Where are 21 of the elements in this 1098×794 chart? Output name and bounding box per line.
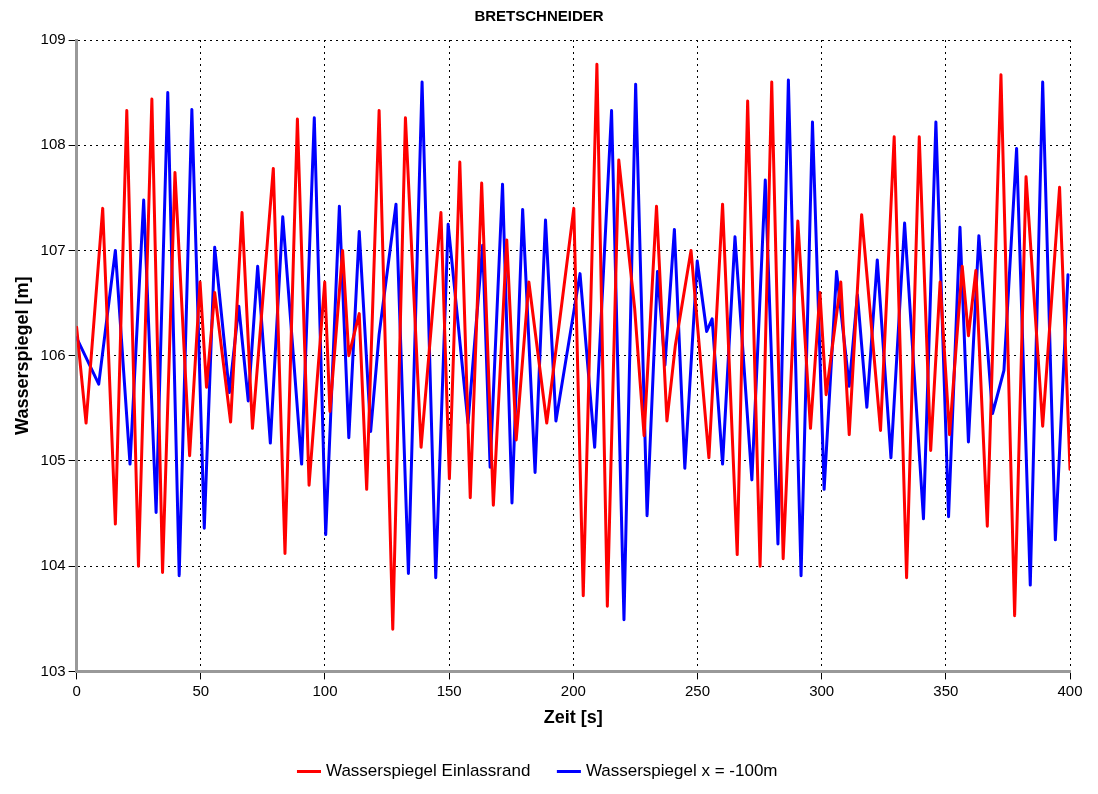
x-tick-label: 300: [809, 681, 835, 699]
y-tick-label: 104: [40, 556, 66, 574]
y-tick-label: 107: [40, 240, 66, 258]
x-axis-title: Zeit [s]: [543, 707, 603, 728]
x-tick-label: 200: [560, 681, 586, 699]
x-tick-label: 250: [684, 681, 710, 699]
legend-label: Wasserspiegel Einlassrand: [325, 761, 531, 781]
y-axis-title: Wasserspiegel [m]: [11, 276, 32, 435]
x-tick-label: 350: [933, 681, 959, 699]
x-tick-label: 100: [312, 681, 338, 699]
chart-title: BRETSCHNEIDER: [474, 7, 604, 25]
x-tick-label: 50: [192, 681, 210, 699]
y-tick-label: 105: [40, 451, 66, 469]
y-tick-label: 109: [40, 30, 66, 48]
x-tick-label: 400: [1057, 681, 1083, 699]
y-tick-label: 108: [40, 135, 66, 153]
x-tick-label: 0: [72, 681, 81, 699]
legend-label: Wasserspiegel x = -100m: [585, 761, 778, 781]
y-tick-label: 106: [40, 345, 66, 363]
y-tick-label: 103: [40, 661, 66, 679]
x-tick-label: 150: [436, 681, 462, 699]
